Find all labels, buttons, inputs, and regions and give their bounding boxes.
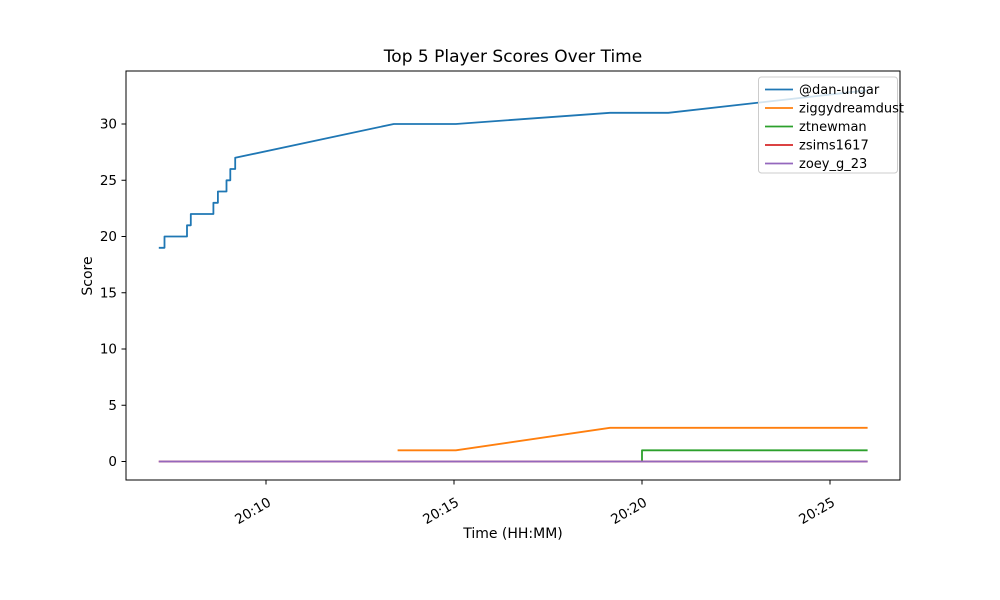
x-tick-label-20-25: 20:25	[796, 495, 838, 528]
y-tick-label-10: 10	[100, 342, 117, 358]
x-axis-label: Time (HH:MM)	[462, 526, 563, 542]
series-line-ziggydreamdust	[397, 426, 868, 452]
y-tick-label-5: 5	[108, 398, 117, 414]
series-line-dan-ungar	[158, 89, 868, 249]
y-tick-label-0: 0	[108, 454, 117, 470]
y-axis-label: Score	[80, 256, 96, 295]
x-tick-label-20-15: 20:15	[420, 495, 462, 528]
x-tick-label-20-10: 20:10	[232, 495, 274, 528]
plot-area: 20:10 20:15 20:20 20:25 0 5 10 15 20 25 30 @dan-ung…	[100, 70, 904, 528]
x-tick-label-20-20: 20:20	[608, 495, 650, 528]
series-line-ztnewman	[641, 449, 868, 462]
y-tick-label-30: 30	[100, 117, 117, 133]
y-tick-label-25: 25	[100, 173, 117, 189]
y-tick-label-20: 20	[100, 229, 117, 245]
chart-title: Top 5 Player Scores Over Time	[383, 47, 642, 67]
legend-label-zsims1617: zsims1617	[799, 139, 869, 154]
legend-label-ziggydreamdust: ziggydreamdust	[799, 102, 904, 117]
legend-label-dan-ungar: @dan-ungar	[799, 83, 880, 98]
legend-box	[758, 76, 898, 174]
legend: @dan-ungar ziggydreamdust ztnewman zsims161…	[758, 76, 904, 174]
legend-label-zoey-g-23: zoey_g_23	[799, 157, 867, 172]
axes-frame	[125, 70, 901, 481]
y-tick-label-15: 15	[100, 285, 117, 301]
legend-label-ztnewman: ztnewman	[799, 120, 867, 135]
